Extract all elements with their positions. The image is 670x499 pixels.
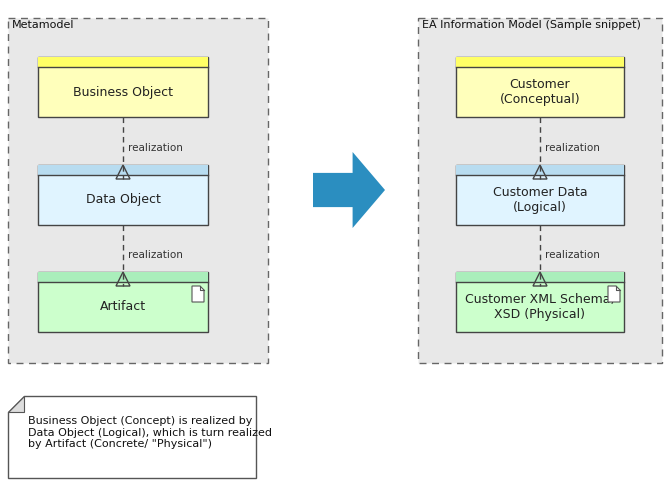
Text: realization: realization bbox=[128, 143, 183, 153]
Bar bbox=[38, 165, 208, 225]
Polygon shape bbox=[192, 286, 204, 302]
Bar bbox=[38, 272, 208, 282]
Text: Customer XML Schema,
XSD (Physical): Customer XML Schema, XSD (Physical) bbox=[465, 293, 615, 321]
Text: Customer
(Conceptual): Customer (Conceptual) bbox=[500, 78, 580, 106]
Text: Metamodel: Metamodel bbox=[12, 20, 74, 30]
Text: Artifact: Artifact bbox=[100, 300, 146, 313]
Text: Business Object: Business Object bbox=[73, 85, 173, 98]
Bar bbox=[456, 165, 624, 225]
Text: realization: realization bbox=[545, 143, 600, 153]
Bar bbox=[456, 272, 624, 282]
Polygon shape bbox=[8, 396, 256, 478]
Bar bbox=[38, 57, 208, 67]
Bar bbox=[38, 165, 208, 175]
Text: Customer Data
(Logical): Customer Data (Logical) bbox=[492, 186, 588, 214]
Bar bbox=[456, 165, 624, 175]
Bar bbox=[418, 18, 662, 363]
Polygon shape bbox=[608, 286, 620, 302]
Bar bbox=[38, 272, 208, 332]
Bar bbox=[456, 272, 624, 332]
Polygon shape bbox=[8, 396, 24, 412]
Bar bbox=[456, 57, 624, 67]
Bar bbox=[38, 57, 208, 117]
Text: Data Object: Data Object bbox=[86, 194, 160, 207]
Text: realization: realization bbox=[545, 250, 600, 260]
Text: (Sample snippet): (Sample snippet) bbox=[542, 20, 641, 30]
Text: Business Object (Concept) is realized by
Data Object (Logical), which is turn re: Business Object (Concept) is realized by… bbox=[28, 416, 272, 449]
Text: EA Information Model: EA Information Model bbox=[422, 20, 542, 30]
Polygon shape bbox=[313, 152, 385, 228]
Text: realization: realization bbox=[128, 250, 183, 260]
Bar bbox=[456, 57, 624, 117]
Bar bbox=[8, 18, 268, 363]
